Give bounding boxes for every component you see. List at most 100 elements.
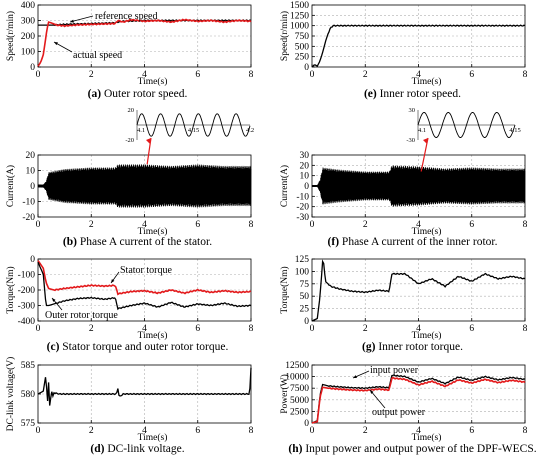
y-tick-label: 10 [300,172,310,182]
y-tick-label: 75 [300,280,310,290]
y-tick-label: 200 [21,32,36,42]
zoom-arrow [146,137,152,165]
x-tick-label: 2 [363,70,368,80]
series-line-main [311,259,526,322]
x-tick-label: 0 [36,426,41,436]
x-tick-label: 8 [523,220,528,230]
y-tick-label: 0 [30,182,35,192]
annotation-reference-speed: reference speed [95,11,157,22]
y-tick-label: -100 [18,271,36,281]
inset-x-tick-label: 4.2 [246,127,254,134]
x-axis-label: Time(s) [138,226,168,237]
y-tick-label: 585 [21,361,36,371]
series-line-main [311,24,526,68]
x-tick-label: 0 [310,426,315,436]
x-axis-label: Time(s) [138,76,168,87]
annotation-outer-rotor-torque: Outer rotor torque [45,310,118,321]
y-tick-label: 0 [304,317,309,327]
series-line-Outer-rotor-torque [37,261,252,311]
x-tick-label: 8 [249,426,254,436]
x-tick-label: 6 [195,324,200,334]
x-tick-label: 2 [363,324,368,334]
y-tick-label: 20 [300,161,310,171]
y-axis-label: Speed(r/min) [279,11,290,61]
x-tick-label: 8 [523,70,528,80]
y-tick-label: 12500 [285,361,309,371]
series-line-output-power [311,376,526,424]
annotation-actual-speed: actual speed [73,50,122,61]
y-tick-label: 250 [295,53,310,63]
x-tick-label: 6 [469,426,474,436]
annotation-arrow [69,15,94,23]
x-axis-label: Time(s) [138,330,168,341]
y-tick-label: 125 [295,255,310,265]
y-axis-label: Power(W) [279,374,290,414]
x-tick-label: 4 [416,70,421,80]
y-tick-label: -400 [18,317,36,327]
x-tick-label: 6 [469,70,474,80]
y-tick-label: 500 [295,42,310,52]
y-tick-label: 7500 [290,384,309,394]
x-tick-label: 0 [36,220,41,230]
x-tick-label: 8 [249,324,254,334]
x-tick-label: 2 [89,426,94,436]
caption-h: (h) Input power and output power of the … [288,443,537,455]
y-tick-label: 0 [304,63,309,73]
chart-c: 0 2 4 6 8 -400 -300 -200 -100 0 Time(s) Torque(Nm) S… [5,255,254,341]
inset-f: -30 30 4.1 4.15 [406,107,521,172]
y-tick-label: 5000 [290,396,309,406]
x-tick-label: 4 [142,220,147,230]
chart-d: 0 2 4 6 8 575 580 585 Time(s) DC-link voltage(V) [5,357,254,443]
x-tick-label: 4 [416,426,421,436]
x-tick-label: 0 [310,70,315,80]
annotation-arrow-head [370,390,374,394]
y-tick-label: 400 [21,1,36,11]
inset-y-tick-label: -20 [125,137,134,144]
x-tick-label: 8 [523,426,528,436]
caption-b: (b) Phase A current of the stator. [62,236,213,248]
x-tick-label: 4 [142,70,147,80]
x-axis-label: Time(s) [412,432,442,443]
zoom-arrow-head [146,138,151,144]
series-line-main [37,367,252,406]
x-tick-label: 2 [89,324,94,334]
y-tick-label: 575 [21,419,36,429]
y-tick-label: 0 [304,182,309,192]
annotation-output-power: output power [372,407,426,418]
x-tick-label: 8 [249,220,254,230]
x-tick-label: 4 [142,426,147,436]
y-tick-label: 580 [21,390,36,400]
y-tick-label: 0 [304,419,309,429]
y-axis-label: Current(A) [279,165,290,207]
inset-y-tick-label: 30 [409,107,416,114]
y-tick-label: 25 [300,305,310,315]
y-tick-label: 2500 [290,407,309,417]
y-axis-label: Current(A) [5,165,16,207]
x-tick-label: 2 [363,426,368,436]
x-tick-label: 4 [416,324,421,334]
x-tick-label: 0 [310,220,315,230]
x-axis-label: Time(s) [138,432,168,443]
annotation-arrow-head [52,298,56,302]
y-tick-label: -300 [18,302,36,312]
y-tick-label: 750 [295,32,310,42]
annotation-stator-torque: Stator torque [120,265,172,276]
current-waveform [311,165,526,207]
y-tick-label: 0 [30,63,35,73]
series-line-Stator-torque [37,260,252,296]
y-tick-label: -20 [22,213,35,223]
x-tick-label: 2 [89,70,94,80]
caption-g: (g) Inner rotor torque. [362,341,463,353]
x-tick-label: 0 [36,324,41,334]
y-tick-label: 100 [21,48,36,58]
caption-f: (f) Phase A current of the inner rotor. [327,236,498,248]
y-tick-label: 100 [295,267,310,277]
x-axis-label: Time(s) [412,76,442,87]
series-line-input-power [311,374,526,424]
inset-y-tick-label: 20 [128,107,135,114]
inset-x-tick-label: 4.1 [418,127,426,134]
y-tick-label: -10 [22,198,35,208]
